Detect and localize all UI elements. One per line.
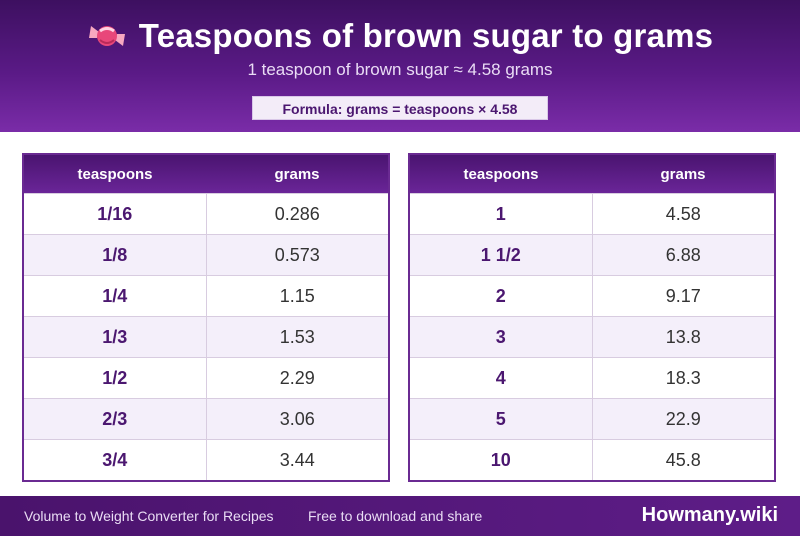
conversion-table-left: teaspoons grams 1/16 0.286 1/8 0.573 1/4 1.… — [22, 153, 390, 482]
teaspoons-cell: 2/3 — [24, 399, 207, 439]
column-header-grams: grams — [274, 165, 320, 183]
teaspoons-cell: 1/4 — [24, 276, 207, 316]
table-row: 1/16 0.286 — [24, 193, 388, 234]
grams-cell: 9.17 — [665, 285, 701, 306]
teaspoons-cell: 1/16 — [24, 194, 207, 234]
grams-cell: 2.29 — [279, 367, 315, 388]
teaspoons-cell: 1/3 — [24, 317, 207, 357]
table-row: 5 22.9 — [410, 398, 774, 439]
teaspoons-cell: 5 — [410, 399, 593, 439]
grams-cell: 0.573 — [274, 244, 320, 265]
table-row: 1/2 2.29 — [24, 357, 388, 398]
page-title: Teaspoons of brown sugar to grams — [138, 17, 714, 54]
grams-cell: 18.3 — [665, 367, 701, 388]
table-row: 1 4.58 — [410, 193, 774, 234]
column-header-grams: grams — [660, 165, 706, 183]
grams-cell: 3.06 — [279, 408, 315, 429]
table-row: 1/4 1.15 — [24, 275, 388, 316]
table-row: 1/8 0.573 — [24, 234, 388, 275]
column-header-teaspoons: teaspoons — [463, 165, 539, 183]
table-row: 3/4 3.44 — [24, 439, 388, 480]
grams-cell: 45.8 — [665, 449, 701, 470]
brand-logo-text[interactable]: Howmany.wiki — [641, 504, 778, 526]
table-row: 4 18.3 — [410, 357, 774, 398]
teaspoons-cell: 3 — [410, 317, 593, 357]
grams-cell: 4.58 — [665, 203, 701, 224]
footer-share-note: Free to download and share — [308, 508, 483, 524]
teaspoons-cell: 4 — [410, 358, 593, 398]
table-header: teaspoons grams — [24, 155, 388, 193]
teaspoons-cell: 1/2 — [24, 358, 207, 398]
subtitle: 1 teaspoon of brown sugar ≈ 4.58 grams — [247, 60, 553, 79]
teaspoons-cell: 1 1/2 — [410, 235, 593, 275]
grams-cell: 22.9 — [665, 408, 701, 429]
grams-cell: 3.44 — [279, 449, 315, 470]
teaspoons-cell: 3/4 — [24, 440, 207, 480]
table-row: 3 13.8 — [410, 316, 774, 357]
footer-bar: Volume to Weight Converter for Recipes F… — [0, 496, 800, 536]
candy-icon — [87, 16, 127, 56]
column-header-teaspoons: teaspoons — [77, 165, 153, 183]
table-row: 2/3 3.06 — [24, 398, 388, 439]
grams-cell: 13.8 — [665, 326, 701, 347]
formula-box: Formula: grams = teaspoons × 4.58 — [252, 96, 548, 120]
table-row: 1 1/2 6.88 — [410, 234, 774, 275]
teaspoons-cell: 10 — [410, 440, 593, 480]
table-row: 2 9.17 — [410, 275, 774, 316]
teaspoons-cell: 2 — [410, 276, 593, 316]
grams-cell: 6.88 — [665, 244, 701, 265]
grams-cell: 1.53 — [279, 326, 315, 347]
teaspoons-cell: 1/8 — [24, 235, 207, 275]
table-row: 10 45.8 — [410, 439, 774, 480]
grams-cell: 1.15 — [279, 285, 315, 306]
footer-tagline: Volume to Weight Converter for Recipes — [24, 508, 274, 524]
title-row: Teaspoons of brown sugar to grams — [0, 14, 800, 58]
header-banner: Teaspoons of brown sugar to grams 1 teas… — [0, 0, 800, 132]
grams-cell: 0.286 — [274, 203, 320, 224]
teaspoons-cell: 1 — [410, 194, 593, 234]
table-row: 1/3 1.53 — [24, 316, 388, 357]
table-header: teaspoons grams — [410, 155, 774, 193]
